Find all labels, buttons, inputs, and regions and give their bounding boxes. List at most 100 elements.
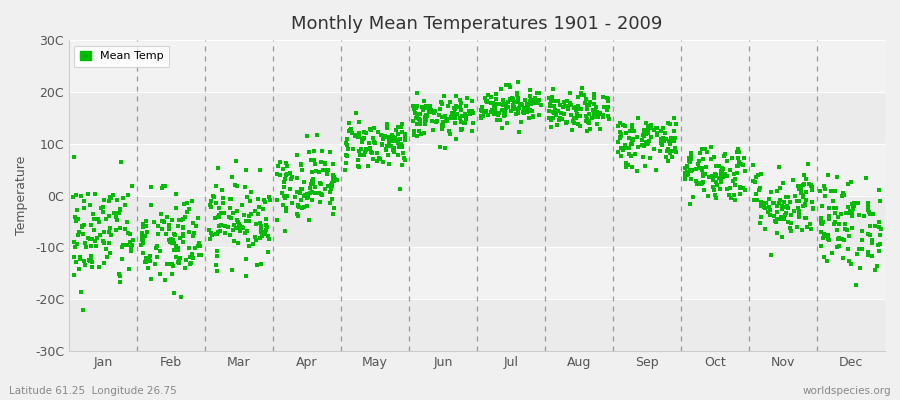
Point — [486, 111, 500, 117]
Point — [171, 244, 185, 251]
Point — [107, 210, 122, 216]
Point — [174, 217, 188, 223]
Point — [112, 206, 127, 213]
Point — [354, 146, 368, 152]
Point — [627, 151, 642, 157]
Point — [682, 159, 697, 165]
Point — [710, 182, 724, 188]
Point — [481, 92, 495, 98]
Point — [148, 260, 163, 267]
Point — [274, 190, 289, 196]
Point — [290, 175, 304, 181]
Point — [649, 167, 663, 174]
Point — [364, 126, 378, 133]
Point — [104, 194, 118, 200]
Point — [409, 115, 423, 122]
Point — [449, 103, 464, 110]
Point — [258, 199, 273, 206]
Point — [103, 250, 117, 256]
Point — [720, 186, 734, 192]
Point — [850, 251, 864, 258]
Point — [667, 114, 681, 121]
Point — [814, 229, 829, 236]
Point — [629, 168, 643, 174]
Point — [626, 163, 640, 170]
Point — [321, 166, 336, 173]
Point — [583, 126, 598, 132]
Point — [498, 108, 512, 114]
Point — [356, 136, 370, 142]
Point — [295, 205, 310, 211]
Point — [395, 129, 410, 135]
Point — [325, 196, 339, 203]
Point — [530, 100, 544, 106]
Point — [523, 92, 537, 99]
Point — [738, 186, 752, 193]
Point — [367, 139, 382, 146]
Point — [616, 122, 631, 128]
Point — [774, 216, 788, 222]
Point — [407, 104, 421, 110]
Point — [339, 153, 354, 159]
Point — [636, 154, 651, 160]
Point — [352, 148, 366, 154]
Point — [846, 205, 860, 212]
Point — [172, 216, 186, 223]
Point — [818, 193, 832, 200]
Point — [731, 155, 745, 162]
Point — [506, 104, 520, 110]
Point — [581, 120, 596, 126]
Point — [104, 195, 119, 202]
Point — [230, 208, 244, 215]
Point — [818, 186, 832, 192]
Point — [345, 130, 359, 136]
Point — [110, 209, 124, 216]
Point — [709, 163, 724, 169]
Text: worldspecies.org: worldspecies.org — [803, 386, 891, 396]
Point — [839, 210, 853, 216]
Point — [722, 192, 736, 198]
Point — [579, 117, 593, 124]
Point — [311, 189, 326, 196]
Point — [715, 174, 729, 180]
Point — [109, 212, 123, 218]
Point — [723, 167, 737, 173]
Point — [871, 242, 886, 248]
Point — [641, 126, 655, 133]
Point — [176, 231, 191, 238]
Point — [447, 110, 462, 116]
Point — [531, 111, 545, 118]
Point — [76, 222, 91, 228]
Point — [389, 126, 403, 133]
Point — [662, 121, 677, 128]
Point — [589, 104, 603, 110]
Point — [139, 223, 153, 229]
Point — [613, 120, 627, 126]
Point — [455, 126, 470, 132]
Point — [625, 153, 639, 160]
Point — [148, 245, 163, 251]
Point — [571, 94, 585, 100]
Point — [385, 132, 400, 138]
Point — [621, 144, 635, 151]
Point — [74, 289, 88, 295]
Point — [781, 194, 796, 200]
Point — [83, 236, 97, 242]
Point — [171, 259, 185, 265]
Point — [352, 133, 366, 140]
Point — [72, 229, 86, 235]
Point — [657, 130, 671, 136]
Point — [191, 214, 205, 221]
Point — [322, 189, 337, 196]
Point — [557, 98, 572, 105]
Point — [750, 197, 764, 203]
Point — [458, 111, 473, 118]
Point — [650, 130, 664, 137]
Point — [728, 182, 742, 188]
Point — [580, 119, 595, 126]
Point — [612, 134, 626, 141]
Point — [448, 135, 463, 142]
Point — [511, 129, 526, 135]
Point — [191, 243, 205, 250]
Point — [426, 126, 440, 133]
